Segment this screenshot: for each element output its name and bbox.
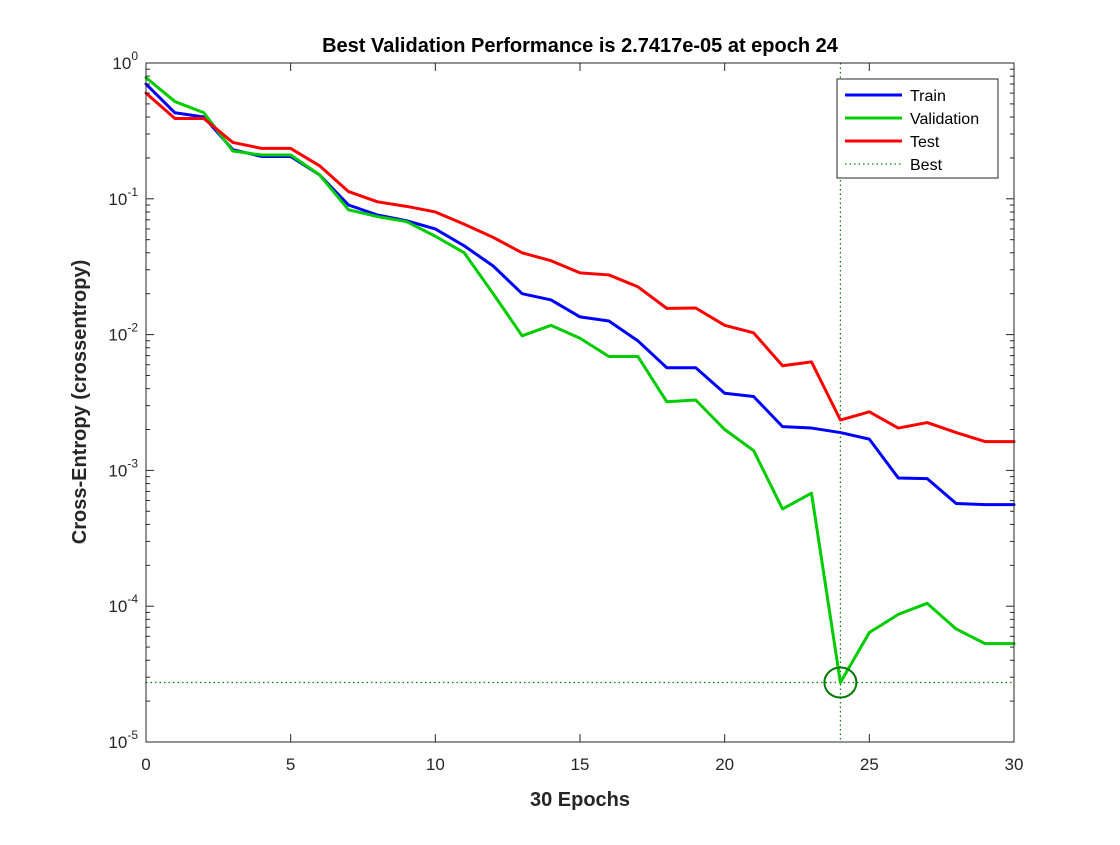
series-line-validation (144, 76, 1016, 685)
y-axis-ticks: 100 10-1 10-2 10-3 10-4 10-5 (108, 49, 1014, 752)
chart-title: Best Validation Performance is 2.7417e-0… (322, 35, 839, 57)
best-point-circle (823, 666, 858, 699)
x-axis-label: 30 Epochs (530, 789, 630, 811)
x-tick-label: 10 (426, 755, 445, 774)
legend-label-validation: Validation (910, 111, 979, 128)
y-tick-label: 10-2 (108, 321, 138, 345)
x-tick-label: 20 (715, 755, 734, 774)
y-axis-label: Cross-Entropy (crossentropy) (69, 260, 91, 545)
x-tick-label: 25 (860, 755, 879, 774)
legend-label-test: Test (910, 134, 940, 151)
legend-label-train: Train (910, 88, 946, 105)
y-tick-label: 10-3 (108, 456, 138, 480)
y-tick-label: 10-5 (108, 728, 138, 752)
x-tick-label: 15 (571, 755, 590, 774)
x-tick-label: 0 (141, 755, 150, 774)
legend-label-best: Best (910, 157, 943, 174)
x-tick-label: 30 (1005, 755, 1024, 774)
y-tick-label: 10-4 (108, 592, 138, 616)
x-axis-ticks: 0 5 10 15 20 25 30 (141, 63, 1023, 774)
series-line-test (144, 91, 1016, 444)
series-lines (144, 76, 1016, 685)
x-tick-label: 5 (286, 755, 295, 774)
y-tick-label: 100 (112, 49, 138, 73)
best-circle (823, 666, 858, 699)
legend: Train Validation Test Best (836, 78, 999, 179)
y-tick-label: 10-1 (108, 185, 138, 209)
